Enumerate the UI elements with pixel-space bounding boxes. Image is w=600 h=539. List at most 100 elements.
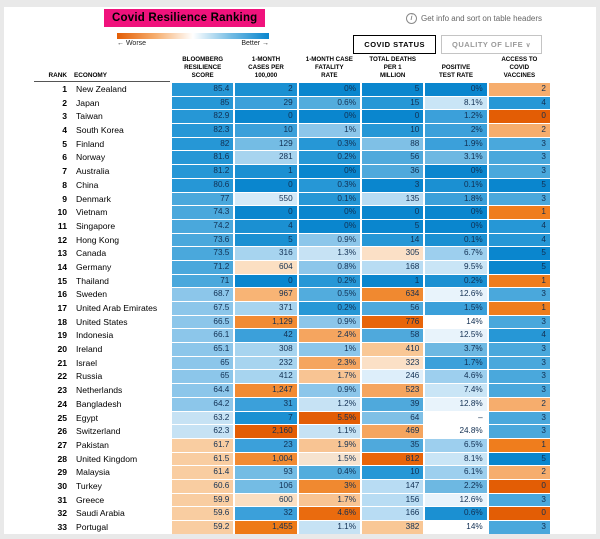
value-cell: 2 [488,466,550,479]
table-row: 27 Pakistan 61.7 23 1.9% 35 6.5% 1 [34,438,550,452]
value-cell: 0.9% [298,233,360,247]
value-cell: 232 [235,356,297,370]
economy-cell: Malaysia [76,467,110,478]
info-hint: i Get info and sort on table headers [406,13,542,24]
value-cell: 42 [235,329,297,343]
economy-header[interactable]: ECONOMY [74,72,108,79]
value-cell: 0% [298,165,360,178]
value-cell: 65.1 [172,343,234,356]
value-cell: 12.6% [425,288,487,301]
value-cell: 0% [425,206,487,219]
table-row: 1 New Zealand 85.4 2 0% 5 0% 2 [34,83,550,96]
value-cell: 14% [425,521,487,534]
rank-economy-header[interactable]: RANK ECONOMY [34,72,170,82]
table-row: 20 Ireland 65.1 308 1% 410 3.7% 3 [34,343,550,356]
value-cell: 5 [488,260,550,274]
value-cell: 550 [235,192,297,206]
value-cell: 0% [298,110,360,124]
value-cell: 39 [361,397,424,411]
value-cell: 156 [361,493,424,507]
column-header-positive-test-rate[interactable]: POSITIVE TEST RATE [439,63,473,79]
column-header-deaths[interactable]: TOTAL DEATHS PER 1 MILLION [369,55,416,79]
economy-cell: Canada [76,248,107,259]
rank-cell: 24 [57,398,67,409]
value-cell: 1.7% [298,493,360,507]
economy-cell: Singapore [76,220,116,231]
value-cell: 2,160 [235,425,297,438]
value-cell: 135 [361,192,424,206]
rank-cell: 15 [57,275,67,286]
value-cell: 166 [361,507,424,520]
value-cell: 5 [361,219,424,233]
value-cell: 634 [361,288,424,301]
column-header-fatality-rate[interactable]: 1-MONTH CASE FATALITY RATE [305,55,353,79]
table-row: 12 Hong Kong 73.6 5 0.9% 14 0.1% 4 [34,233,550,247]
value-cell: 32 [235,507,297,520]
value-cell: 1% [298,343,360,356]
column-header-cases[interactable]: 1-MONTH CASES PER 100,000 [248,55,284,79]
table-row: 6 Norway 81.6 281 0.2% 56 3.1% 3 [34,151,550,165]
value-cell: 0.1% [298,192,360,206]
table-row: 19 Indonesia 66.1 42 2.4% 58 12.5% 4 [34,329,550,343]
value-cell: 2.3% [298,356,360,370]
value-cell: 3 [488,343,550,356]
value-cell: 3 [488,192,550,206]
value-cell: 106 [235,479,297,493]
value-cell: 4.6% [425,370,487,384]
table-row: 29 Malaysia 61.4 93 0.4% 10 6.1% 2 [34,466,550,479]
economy-cell: Greece [76,494,105,505]
rank-cell: 7 [62,166,67,177]
value-cell: 73.6 [172,233,234,247]
value-cell: 6.5% [425,438,487,452]
economy-cell: China [76,179,99,190]
value-cell: 65 [172,370,234,384]
value-cell: 3 [488,425,550,438]
value-cell: 812 [361,452,424,466]
value-cell: 0 [361,206,424,219]
value-cell: 0.1% [425,233,487,247]
value-cell: 2 [488,124,550,137]
value-cell: 1 [361,274,424,288]
value-cell: 0% [298,206,360,219]
table-row: 4 South Korea 82.3 10 1% 10 2% 2 [34,124,550,137]
table-row: 17 United Arab Emirates 67.5 371 0.2% 56 1.5% 1 [34,302,550,315]
value-cell: 1.2% [425,110,487,124]
value-cell: 88 [361,137,424,151]
value-cell: 35 [361,438,424,452]
tab-quality-of-life[interactable]: QUALITY OF LIFE ∨ [441,35,542,54]
value-cell: 74.3 [172,206,234,219]
value-cell: 2.2% [425,479,487,493]
value-cell: 412 [235,370,297,384]
value-cell: 12.5% [425,329,487,343]
table-row: 24 Bangladesh 64.2 31 1.2% 39 12.8% 2 [34,397,550,411]
rank-cell: 1 [62,84,67,94]
value-cell: 305 [361,247,424,260]
value-cell: 3% [298,479,360,493]
table-row: 10 Vietnam 74.3 0 0% 0 0% 1 [34,206,550,219]
rank-cell: 22 [57,371,67,382]
value-cell: 3.1% [425,151,487,165]
tab-covid-status[interactable]: COVID STATUS [353,35,437,54]
value-cell: 5 [488,452,550,466]
value-cell: 246 [361,370,424,384]
value-cell: 2 [235,83,297,96]
value-cell: 7.4% [425,384,487,397]
column-header-resilience-score[interactable]: BLOOMBERG RESILIENCE SCORE [182,55,224,79]
value-cell: 0% [425,83,487,96]
value-cell: 85 [172,96,234,110]
rank-header[interactable]: RANK [48,72,67,79]
rank-cell: 30 [57,480,67,491]
value-cell: 1 [488,302,550,315]
value-cell: 61.4 [172,466,234,479]
value-cell: 129 [235,137,297,151]
table-row: 11 Singapore 74.2 4 0% 5 0% 4 [34,219,550,233]
economy-cell: Bangladesh [76,398,122,409]
value-cell: 5 [488,247,550,260]
info-circle-icon[interactable]: i [406,13,418,24]
column-header-vaccine-access[interactable]: ACCESS TO COVID VACCINES [501,55,538,79]
value-cell: 1,455 [235,521,297,534]
value-cell: 1 [488,206,550,219]
rank-cell: 32 [57,508,67,519]
rank-cell: 27 [57,439,67,450]
value-cell: 14% [425,315,487,329]
